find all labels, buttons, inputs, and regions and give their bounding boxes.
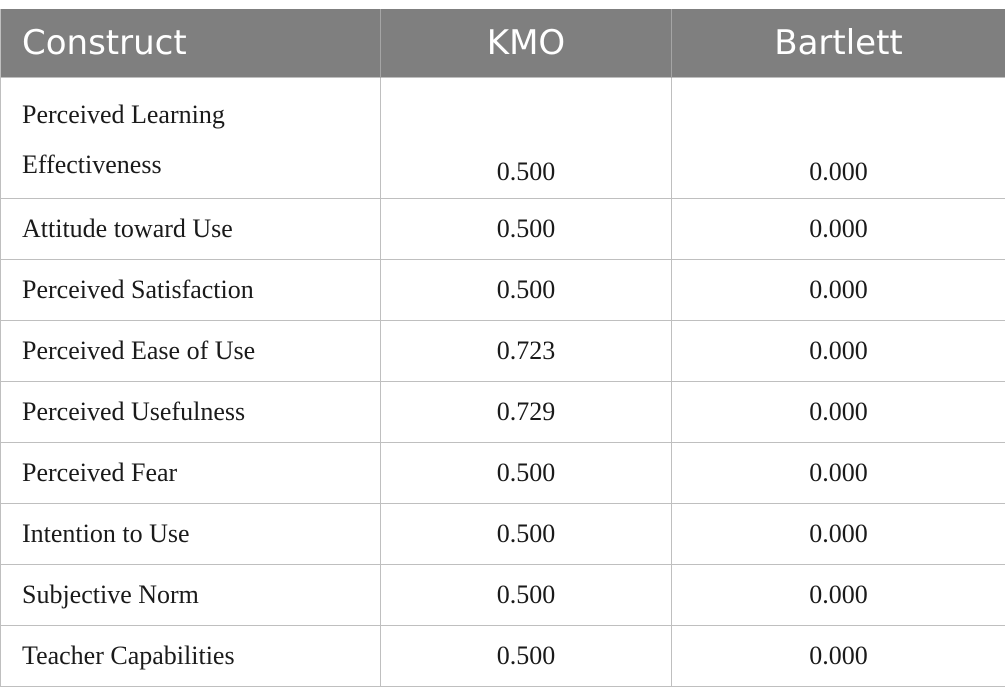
table-row: Subjective Norm 0.500 0.000 — [0, 564, 1005, 626]
kmo-cell: 0.500 — [380, 625, 672, 687]
kmo-cell: 0.500 — [380, 77, 672, 199]
table-row: Teacher Capabilities 0.500 0.000 — [0, 625, 1005, 687]
bartlett-cell: 0.000 — [671, 320, 1005, 382]
construct-cell: Perceived Usefulness — [0, 381, 381, 443]
table-row: Perceived Learning Effectiveness 0.500 0.… — [0, 77, 1005, 199]
construct-cell: Subjective Norm — [0, 564, 381, 626]
header-kmo: KMO — [380, 9, 672, 78]
bartlett-cell: 0.000 — [671, 77, 1005, 199]
kmo-bartlett-table: Construct KMO Bartlett Perceived Learnin… — [0, 9, 1005, 687]
construct-cell: Perceived Fear — [0, 442, 381, 504]
construct-line-1: Perceived Learning — [22, 100, 225, 129]
kmo-cell: 0.723 — [380, 320, 672, 382]
table-row: Perceived Usefulness 0.729 0.000 — [0, 381, 1005, 443]
table-row: Perceived Fear 0.500 0.000 — [0, 442, 1005, 504]
construct-cell: Perceived Ease of Use — [0, 320, 381, 382]
construct-cell: Perceived Satisfaction — [0, 259, 381, 321]
kmo-cell: 0.500 — [380, 259, 672, 321]
bartlett-cell: 0.000 — [671, 259, 1005, 321]
kmo-cell: 0.500 — [380, 198, 672, 260]
table-row: Attitude toward Use 0.500 0.000 — [0, 198, 1005, 260]
construct-line-2: Effectiveness — [22, 150, 162, 179]
bartlett-cell: 0.000 — [671, 503, 1005, 565]
bartlett-cell: 0.000 — [671, 442, 1005, 504]
construct-cell: Perceived Learning Effectiveness — [0, 77, 381, 199]
header-bartlett: Bartlett — [671, 9, 1005, 78]
construct-cell: Intention to Use — [0, 503, 381, 565]
bartlett-cell: 0.000 — [671, 625, 1005, 687]
header-construct: Construct — [0, 9, 381, 78]
kmo-cell: 0.500 — [380, 503, 672, 565]
construct-cell: Attitude toward Use — [0, 198, 381, 260]
construct-cell: Teacher Capabilities — [0, 625, 381, 687]
kmo-cell: 0.500 — [380, 442, 672, 504]
header-row: Construct KMO Bartlett — [0, 9, 1005, 78]
table-row: Perceived Satisfaction 0.500 0.000 — [0, 259, 1005, 321]
table-row: Perceived Ease of Use 0.723 0.000 — [0, 320, 1005, 382]
bartlett-cell: 0.000 — [671, 198, 1005, 260]
bartlett-cell: 0.000 — [671, 381, 1005, 443]
kmo-cell: 0.729 — [380, 381, 672, 443]
kmo-cell: 0.500 — [380, 564, 672, 626]
bartlett-cell: 0.000 — [671, 564, 1005, 626]
table-row: Intention to Use 0.500 0.000 — [0, 503, 1005, 565]
